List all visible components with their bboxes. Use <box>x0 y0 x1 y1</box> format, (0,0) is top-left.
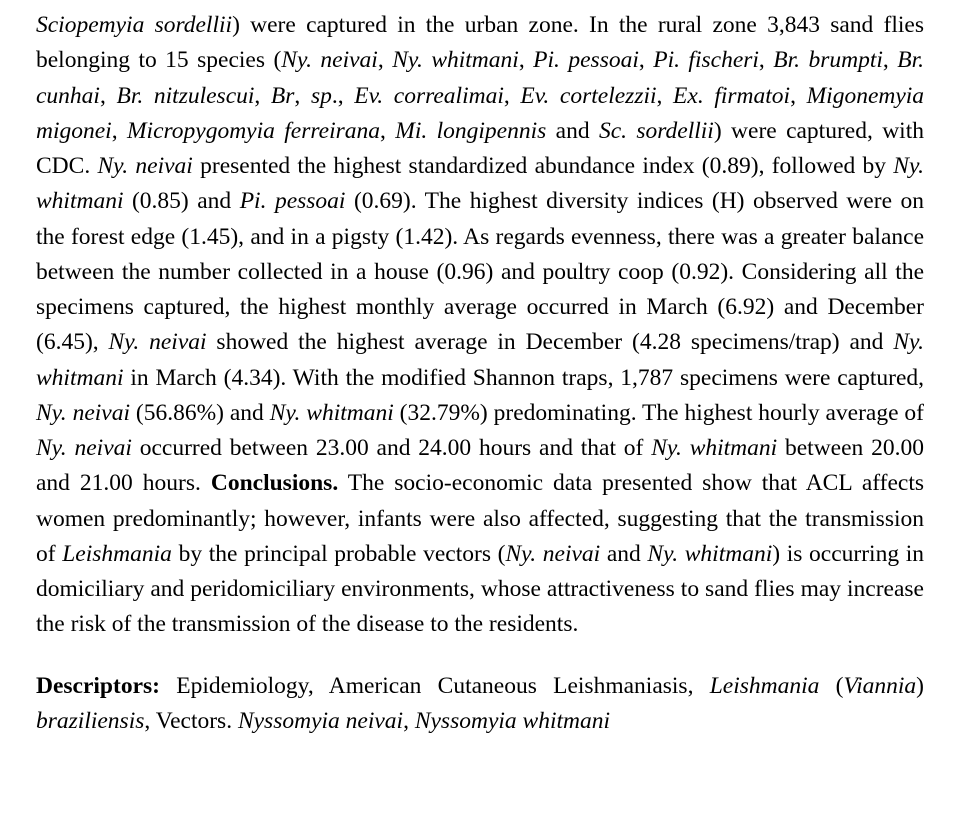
species-name: Nyssomyia whitmani <box>415 708 610 734</box>
descriptors-text: ) <box>916 673 924 699</box>
species-name: Nyssomyia neivai <box>238 708 403 734</box>
descriptors-text: , <box>403 708 415 734</box>
body-text: presented the highest standardized abund… <box>193 153 893 179</box>
species-name: Ny. neivai <box>36 435 132 461</box>
species-name: Br <box>271 83 295 109</box>
species-name: Ev. correalimai <box>354 83 504 109</box>
descriptors-text: ( <box>836 673 844 699</box>
body-text: in March (4.34). With the modified Shann… <box>123 365 924 391</box>
species-name: sp <box>311 83 332 109</box>
species-name: Ny. whitmani <box>392 47 519 73</box>
body-text: , <box>639 47 653 73</box>
body-text: , <box>254 83 271 109</box>
descriptors-text: , Vectors. <box>144 708 238 734</box>
descriptors-text: Epidemiology, American Cutaneous Leishma… <box>160 673 710 699</box>
species-name: Viannia <box>844 673 917 699</box>
species-name: Ny. whitmani <box>647 541 772 567</box>
abstract-body: Sciopemyia sordellii) were captured in t… <box>36 8 924 643</box>
body-text: , <box>790 83 807 109</box>
body-text: and <box>546 118 599 144</box>
species-name: Leishmania <box>710 673 836 699</box>
body-text: (56.86%) and <box>130 400 270 426</box>
body-text: ., <box>332 83 354 109</box>
body-text: and <box>600 541 647 567</box>
body-text: showed the highest average in December (… <box>207 329 894 355</box>
species-name: Micropygomyia ferreirana <box>127 118 380 144</box>
body-text: , <box>380 118 395 144</box>
species-name: Ny. whitmani <box>651 435 777 461</box>
species-name: Ny. neivai <box>97 153 192 179</box>
body-text: (0.85) and <box>123 188 239 214</box>
species-name: Pi. pessoai <box>240 188 346 214</box>
species-name: braziliensis <box>36 708 144 734</box>
body-text: , <box>112 118 127 144</box>
body-text: , <box>657 83 674 109</box>
document-page: Sciopemyia sordellii) were captured in t… <box>0 0 960 836</box>
body-text: , <box>504 83 521 109</box>
body-text: , <box>883 47 897 73</box>
body-text: by the principal probable vectors ( <box>172 541 506 567</box>
species-name: Sc. sordellii <box>599 118 714 144</box>
body-text: , <box>759 47 773 73</box>
body-text: , <box>294 83 311 109</box>
descriptors-section: Descriptors: Epidemiology, American Cuta… <box>36 669 924 740</box>
species-name: Pi. fischeri <box>653 47 759 73</box>
species-name: Ny. neivai <box>505 541 600 567</box>
species-name: Leishmania <box>62 541 172 567</box>
species-name: Ny. whitmani <box>270 400 394 426</box>
species-name: Pi. pessoai <box>533 47 639 73</box>
species-name: Ny. neivai <box>36 400 130 426</box>
species-name: Ny. neivai <box>109 329 207 355</box>
species-name: Br. brumpti <box>773 47 883 73</box>
species-name: Mi. longipennis <box>395 118 546 144</box>
species-name: Ex. firmatoi <box>673 83 790 109</box>
body-text: , <box>519 47 533 73</box>
body-text: occurred between 23.00 and 24.00 hours a… <box>132 435 651 461</box>
species-name: Ev. cortelezzii <box>520 83 656 109</box>
body-text: , <box>378 47 392 73</box>
section-heading: Conclusions. <box>211 470 338 496</box>
body-text: , <box>100 83 117 109</box>
descriptors-label: Descriptors: <box>36 673 160 699</box>
species-name: Br. nitzulescui <box>116 83 254 109</box>
species-name: Sciopemyia sordellii <box>36 12 232 38</box>
body-text: (32.79%) predominating. The highest hour… <box>394 400 924 426</box>
species-name: Ny. neivai <box>281 47 378 73</box>
